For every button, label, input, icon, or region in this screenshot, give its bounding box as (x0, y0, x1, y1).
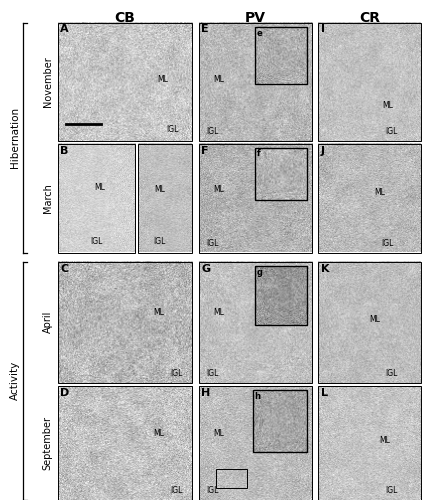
Bar (255, 148, 306, 200)
Text: B: B (60, 146, 69, 156)
Bar (58, 22, 192, 141)
Bar (198, 262, 311, 383)
Text: ML: ML (213, 308, 224, 317)
Text: E: E (201, 24, 208, 34)
Text: IGL: IGL (205, 240, 218, 248)
Text: April: April (43, 311, 53, 334)
Text: C: C (60, 264, 68, 274)
Bar (198, 22, 311, 141)
Text: March: March (43, 183, 53, 213)
Text: September: September (43, 416, 53, 470)
Text: IGL: IGL (170, 369, 182, 378)
Text: F: F (201, 146, 208, 156)
Text: ML: ML (153, 429, 164, 438)
Text: J: J (320, 146, 324, 156)
Text: D: D (60, 388, 69, 398)
Text: ML: ML (213, 75, 224, 84)
Text: Activity: Activity (9, 361, 20, 400)
Text: IGL: IGL (385, 486, 397, 495)
Text: e: e (256, 28, 262, 38)
Bar (198, 144, 311, 252)
Bar (317, 386, 420, 500)
Text: IGL: IGL (385, 369, 397, 378)
Text: I: I (320, 24, 324, 34)
Text: g: g (256, 268, 262, 277)
Text: IGL: IGL (381, 240, 393, 248)
Bar (58, 386, 192, 500)
Text: IGL: IGL (205, 486, 218, 495)
Text: ML: ML (213, 185, 224, 194)
Text: CR: CR (358, 12, 379, 26)
Text: PV: PV (244, 12, 265, 26)
Bar (252, 390, 306, 452)
Text: K: K (320, 264, 328, 274)
Bar (255, 27, 306, 84)
Text: G: G (201, 264, 210, 274)
Bar (215, 468, 247, 488)
Text: IGL: IGL (205, 369, 218, 378)
Text: ML: ML (381, 101, 392, 110)
Text: IGL: IGL (153, 237, 166, 246)
Text: L: L (320, 388, 327, 398)
Text: IGL: IGL (90, 237, 102, 246)
Bar (198, 386, 311, 500)
Bar (317, 144, 420, 252)
Text: ML: ML (368, 316, 379, 324)
Text: h: h (254, 392, 260, 400)
Bar (255, 266, 306, 324)
Text: ML: ML (213, 429, 224, 438)
Bar (138, 144, 192, 252)
Text: IGL: IGL (385, 127, 397, 136)
Text: November: November (43, 56, 53, 107)
Text: ML: ML (154, 185, 165, 194)
Bar (317, 262, 420, 383)
Text: ML: ML (373, 188, 384, 197)
Text: IGL: IGL (165, 124, 178, 134)
Bar (58, 144, 135, 252)
Text: A: A (60, 24, 69, 34)
Bar (58, 262, 192, 383)
Bar (317, 22, 420, 141)
Text: f: f (256, 150, 260, 158)
Text: Hibernation: Hibernation (9, 107, 20, 168)
Text: H: H (201, 388, 210, 398)
Text: ML: ML (157, 75, 167, 84)
Text: IGL: IGL (205, 127, 218, 136)
Text: IGL: IGL (170, 486, 182, 495)
Text: ML: ML (95, 182, 105, 192)
Text: ML: ML (378, 436, 389, 444)
Text: CB: CB (114, 12, 135, 26)
Text: ML: ML (153, 308, 164, 317)
